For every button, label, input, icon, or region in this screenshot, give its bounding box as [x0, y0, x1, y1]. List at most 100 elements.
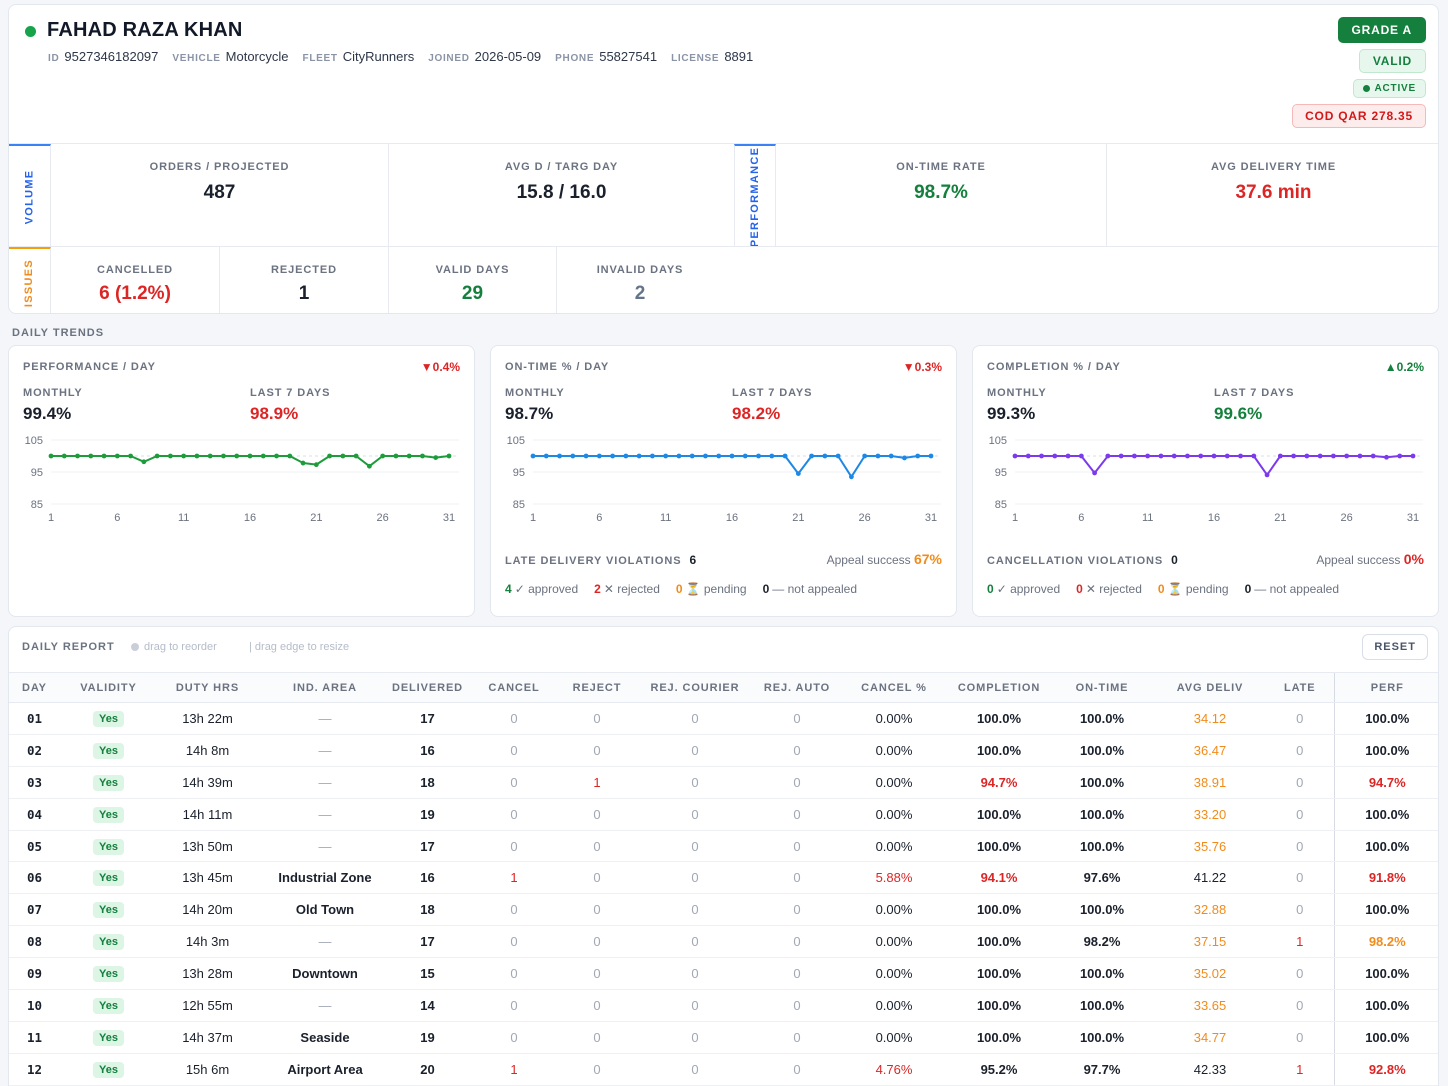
data-point[interactable]: [703, 453, 708, 459]
data-point[interactable]: [822, 453, 828, 459]
data-point[interactable]: [742, 453, 748, 459]
data-point[interactable]: [543, 453, 549, 459]
data-point[interactable]: [420, 453, 425, 459]
column-header[interactable]: REJ. AUTO: [754, 672, 840, 703]
data-point[interactable]: [1078, 453, 1084, 459]
data-point[interactable]: [1410, 453, 1416, 459]
data-point[interactable]: [849, 474, 854, 480]
column-header[interactable]: AVG DELIV: [1154, 672, 1266, 703]
data-point[interactable]: [221, 453, 226, 459]
data-point[interactable]: [313, 462, 319, 468]
data-point[interactable]: [782, 453, 788, 459]
data-point[interactable]: [888, 453, 894, 459]
data-point[interactable]: [1092, 470, 1097, 476]
column-header[interactable]: CANCEL %: [840, 672, 948, 703]
data-point[interactable]: [340, 453, 346, 459]
data-point[interactable]: [663, 453, 669, 459]
data-point[interactable]: [835, 453, 841, 459]
data-point[interactable]: [1211, 453, 1217, 459]
data-point[interactable]: [327, 453, 332, 459]
data-point[interactable]: [1397, 453, 1403, 459]
data-point[interactable]: [1039, 453, 1044, 459]
data-point[interactable]: [1291, 453, 1296, 459]
column-header[interactable]: REJECT: [558, 672, 636, 703]
table-row[interactable]: 07 Yes 14h 20m Old Town 18 0 0 0 0 0.00% 100.0% 100…: [9, 893, 1438, 927]
data-point[interactable]: [433, 455, 439, 460]
data-point[interactable]: [756, 453, 761, 459]
column-header[interactable]: REJ. COURIER: [636, 672, 754, 703]
column-header[interactable]: CANCEL: [470, 672, 558, 703]
data-point[interactable]: [181, 453, 187, 459]
table-row[interactable]: 11 Yes 14h 37m Seaside 19 0 0 0 0 0.00% 100.0% 100.…: [9, 1021, 1438, 1054]
column-header[interactable]: ON-TIME: [1050, 672, 1154, 703]
data-point[interactable]: [367, 463, 372, 469]
data-point[interactable]: [247, 453, 253, 459]
reset-button[interactable]: RESET: [1362, 634, 1428, 660]
data-point[interactable]: [88, 453, 94, 459]
data-point[interactable]: [1304, 453, 1310, 459]
data-point[interactable]: [380, 453, 386, 459]
data-point[interactable]: [207, 453, 213, 459]
data-point[interactable]: [1065, 453, 1071, 459]
data-point[interactable]: [1052, 453, 1058, 459]
column-header[interactable]: COMPLETION: [948, 672, 1050, 703]
data-point[interactable]: [596, 453, 602, 459]
data-point[interactable]: [1331, 453, 1336, 459]
data-point[interactable]: [48, 453, 54, 459]
data-point[interactable]: [61, 453, 67, 459]
data-point[interactable]: [769, 453, 775, 459]
data-point[interactable]: [1158, 453, 1164, 459]
data-point[interactable]: [1344, 453, 1350, 459]
data-point[interactable]: [1132, 453, 1137, 459]
data-point[interactable]: [650, 453, 655, 459]
table-row[interactable]: 01 Yes 13h 22m —17 0 0 0 0 0.00% 100.0% 100.0% 34.1…: [9, 702, 1438, 735]
table-row[interactable]: 09 Yes 13h 28m Downtown 15 0 0 0 0 0.00% 100.0% 100…: [9, 957, 1438, 991]
data-point[interactable]: [154, 453, 160, 459]
data-point[interactable]: [1025, 453, 1031, 459]
data-point[interactable]: [1185, 453, 1190, 459]
data-point[interactable]: [393, 453, 399, 459]
data-point[interactable]: [1012, 453, 1018, 459]
column-header[interactable]: IND. AREA: [265, 672, 385, 703]
data-point[interactable]: [114, 453, 120, 459]
data-point[interactable]: [875, 453, 881, 459]
data-point[interactable]: [623, 453, 629, 459]
data-point[interactable]: [1224, 453, 1230, 459]
table-row[interactable]: 06 Yes 13h 45m Industrial Zone 16 1 0 0 0 5.88% 94…: [9, 861, 1438, 895]
data-point[interactable]: [1384, 454, 1389, 460]
data-point[interactable]: [928, 453, 934, 459]
data-point[interactable]: [1277, 453, 1283, 459]
data-point[interactable]: [260, 453, 266, 459]
data-point[interactable]: [75, 453, 80, 459]
data-point[interactable]: [1251, 453, 1257, 459]
data-point[interactable]: [915, 453, 921, 459]
data-point[interactable]: [446, 453, 452, 459]
table-row[interactable]: 03 Yes 14h 39m —18 0 1 0 0 0.00% 94.7% 100.0% 38.91…: [9, 766, 1438, 799]
data-point[interactable]: [610, 453, 615, 459]
column-header[interactable]: LATE: [1266, 672, 1334, 703]
data-point[interactable]: [795, 471, 801, 476]
data-point[interactable]: [353, 453, 359, 459]
data-point[interactable]: [1238, 453, 1243, 459]
data-point[interactable]: [101, 453, 107, 459]
data-point[interactable]: [1145, 453, 1151, 459]
table-row[interactable]: 04 Yes 14h 11m —19 0 0 0 0 0.00% 100.0% 100.0% 33.2…: [9, 798, 1438, 831]
data-point[interactable]: [128, 453, 133, 459]
data-point[interactable]: [862, 453, 868, 459]
table-row[interactable]: 10 Yes 12h 55m —14 0 0 0 0 0.00% 100.0% 100.0% 33.6…: [9, 989, 1438, 1022]
data-point[interactable]: [1105, 453, 1111, 459]
data-point[interactable]: [1198, 453, 1204, 459]
data-point[interactable]: [300, 460, 306, 466]
data-point[interactable]: [1317, 453, 1323, 459]
column-header[interactable]: VALIDITY: [67, 672, 150, 703]
data-point[interactable]: [168, 453, 173, 459]
data-point[interactable]: [141, 459, 147, 465]
data-point[interactable]: [1370, 453, 1376, 459]
column-header[interactable]: PERF: [1333, 672, 1438, 703]
data-point[interactable]: [194, 453, 200, 459]
data-point[interactable]: [636, 453, 642, 459]
data-point[interactable]: [287, 453, 293, 459]
data-point[interactable]: [902, 455, 907, 461]
data-point[interactable]: [716, 453, 722, 459]
data-point[interactable]: [530, 453, 536, 459]
